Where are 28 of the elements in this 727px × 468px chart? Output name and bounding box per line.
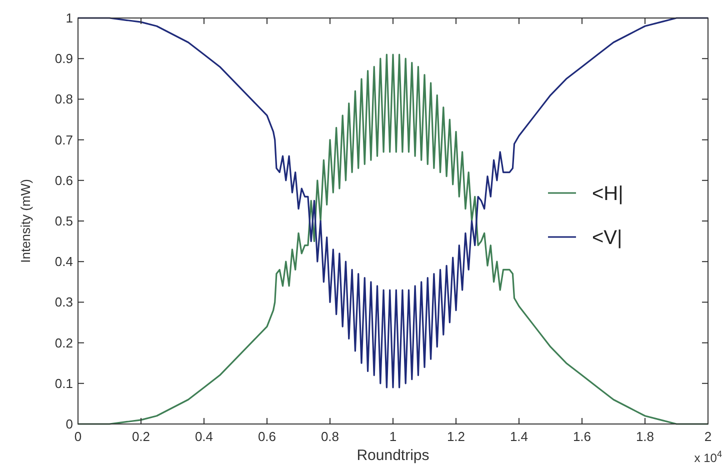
y-tick-label: 0.7 xyxy=(54,132,73,148)
y-tick-label: 0.8 xyxy=(54,92,73,107)
y-tick-label: 0.2 xyxy=(54,335,73,350)
line-series xyxy=(77,17,709,388)
y-tick-label: 0.5 xyxy=(54,214,73,228)
y-tick-label: 1 xyxy=(66,10,73,26)
x-tick-label: 1.6 xyxy=(572,429,592,444)
legend-label: <H| xyxy=(592,183,624,205)
y-tick-label: 0.1 xyxy=(54,376,73,391)
line-series xyxy=(77,54,709,425)
x-tick-label: 0.8 xyxy=(320,429,340,444)
y-tick-label: 0.4 xyxy=(54,254,73,270)
y-tick-label: 0.6 xyxy=(54,172,73,188)
x-tick-label: 0.4 xyxy=(194,429,214,444)
y-axis-title: Intensity (mW) xyxy=(18,179,33,263)
text: x 10$^{4}$ xyxy=(694,449,722,465)
x-tick-label: 1.2 xyxy=(446,429,466,444)
y-tick-label: 0.9 xyxy=(54,51,73,66)
x-tick-label: 1.8 xyxy=(636,429,654,444)
x-tick-label: 1.4 xyxy=(510,429,528,444)
x-tick-label: 0.6 xyxy=(258,429,276,444)
x-axis-title: Roundtrips xyxy=(356,447,430,464)
y-tick-label: 0.3 xyxy=(54,294,73,310)
x-tick-label: 1 xyxy=(389,429,397,444)
y-tick-label: 0 xyxy=(66,416,73,432)
legend-label: <V| xyxy=(592,227,622,249)
x-tick-label: 2 xyxy=(704,429,712,444)
x-tick-label: 0.2 xyxy=(132,429,150,444)
